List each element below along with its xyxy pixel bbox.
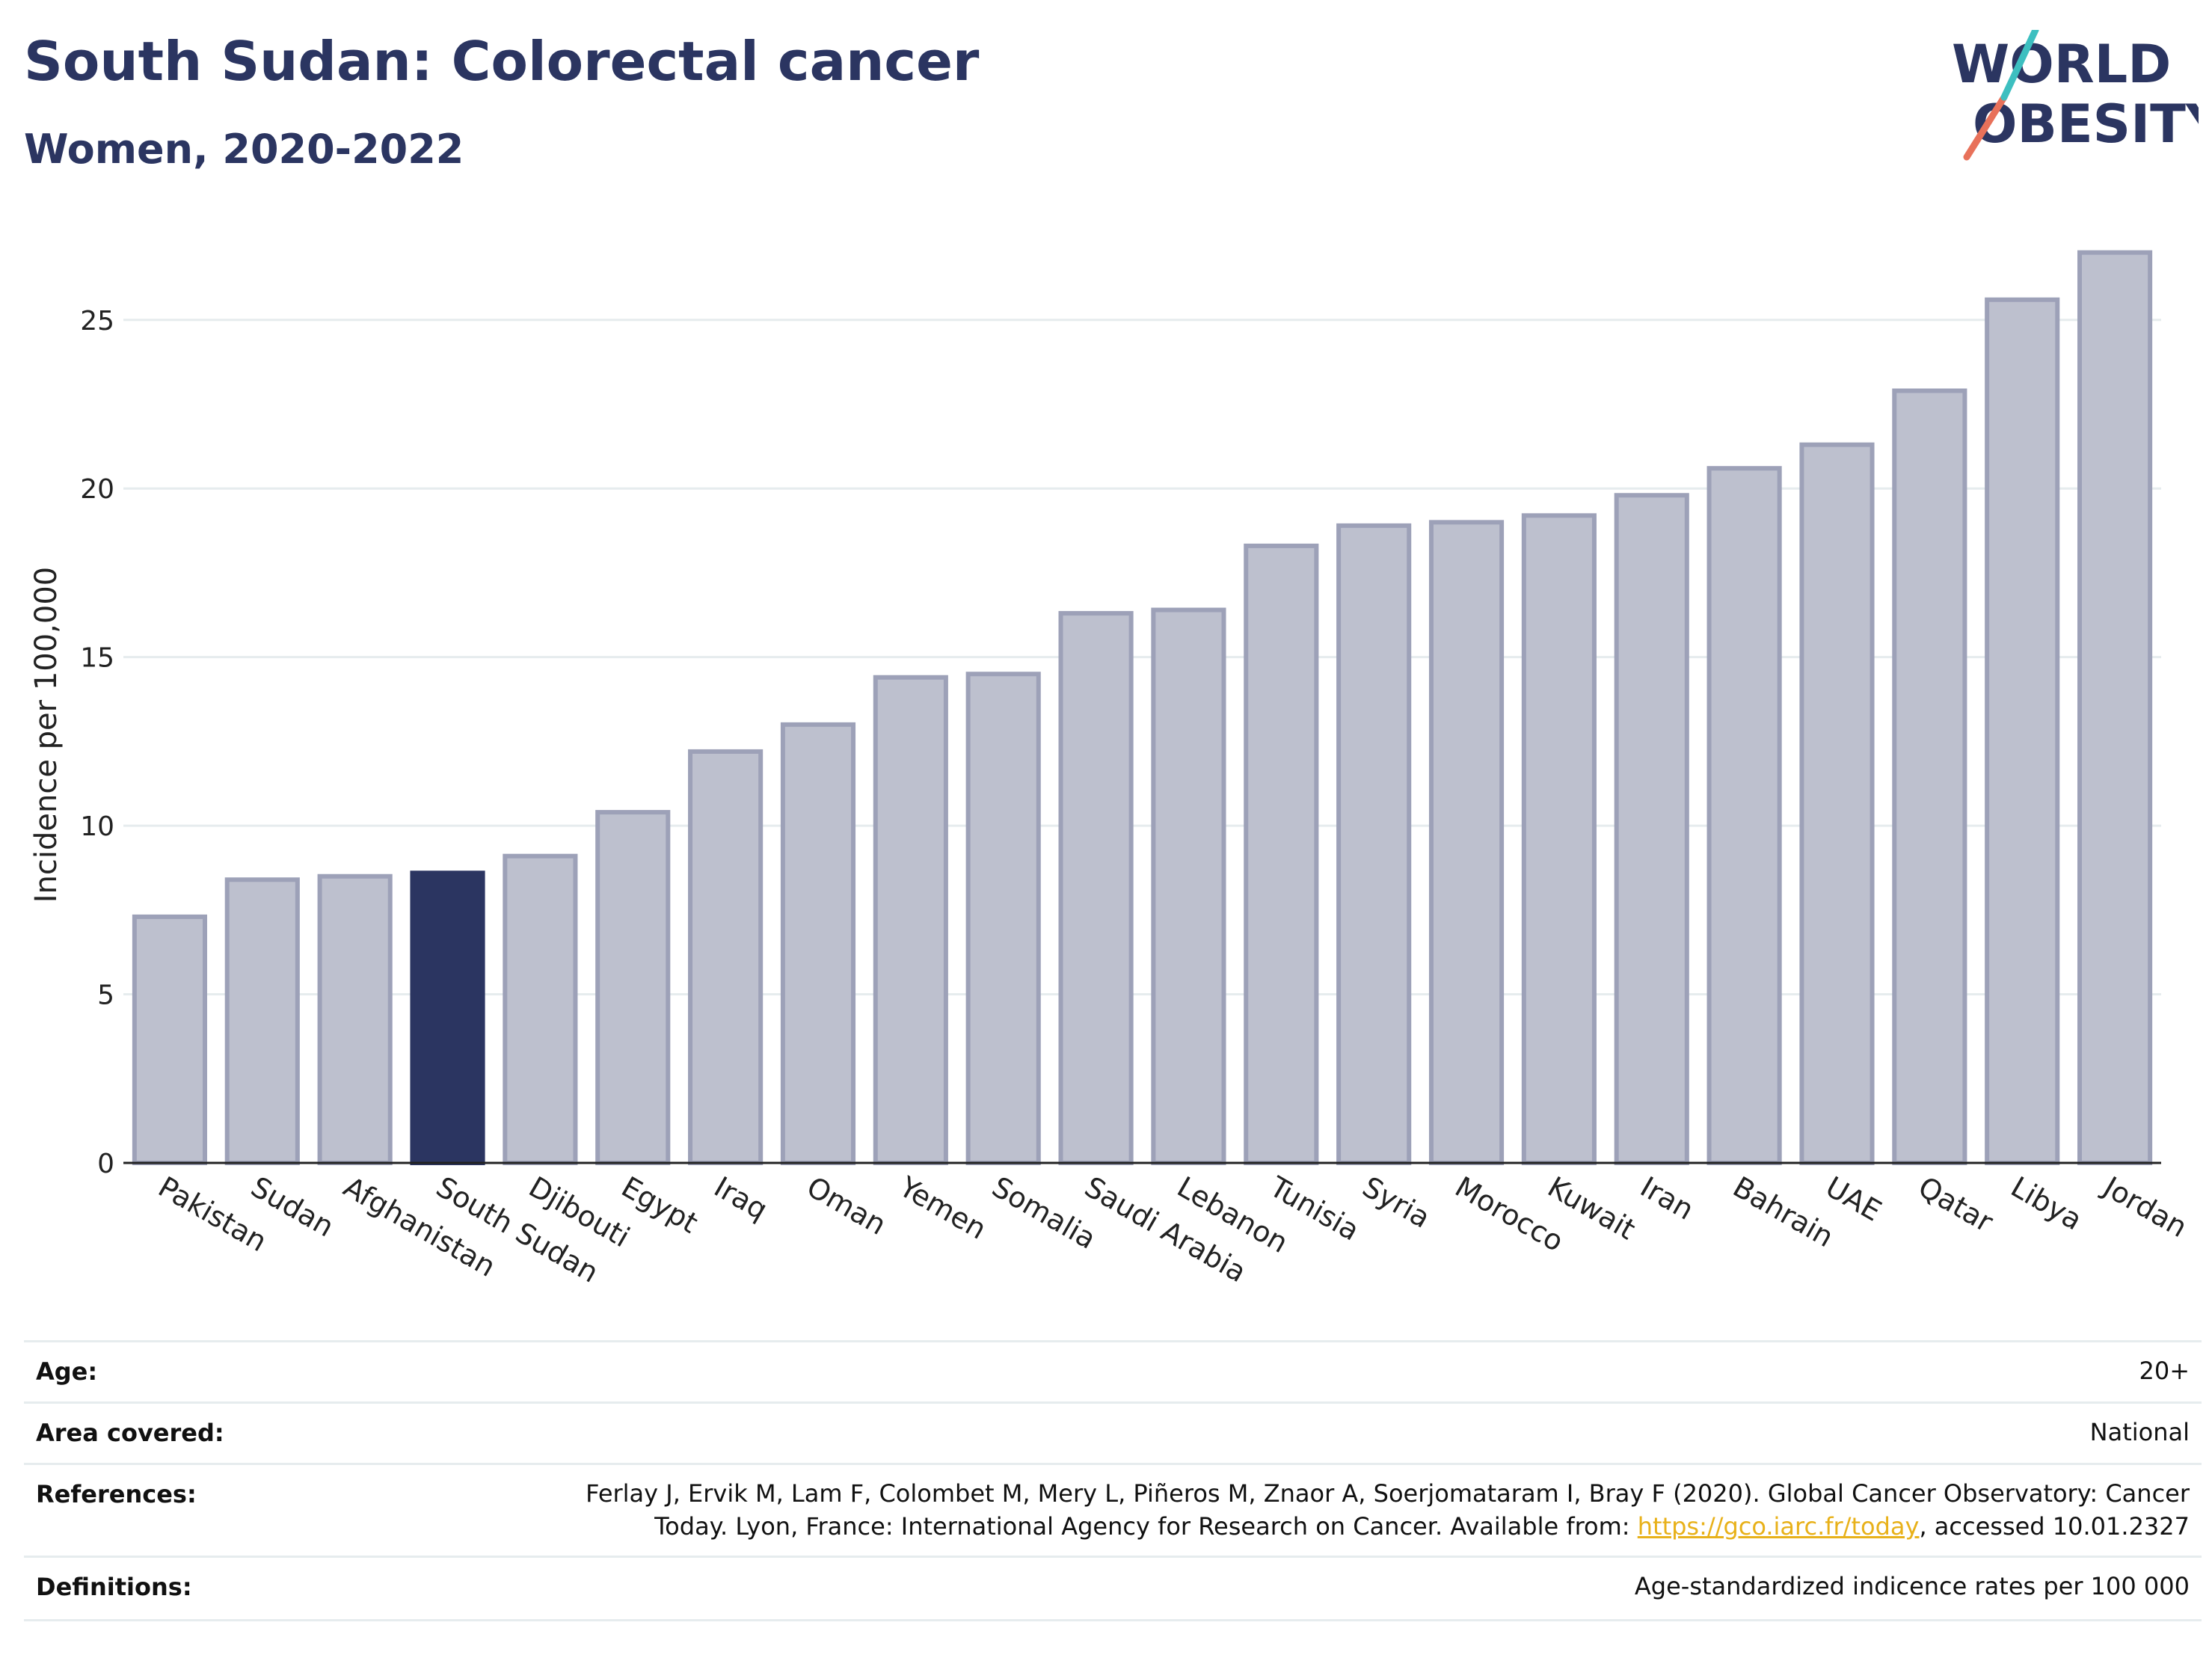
x-tick-label: Bahrain xyxy=(1727,1170,1839,1254)
bar-lebanon xyxy=(1151,607,1226,1165)
area-value: National xyxy=(2089,1418,2190,1446)
y-axis-ticks: 0 5 10 15 20 25 xyxy=(80,306,114,1179)
x-tick-label: Yemen xyxy=(893,1170,992,1246)
x-tick-label: Qatar xyxy=(1913,1170,1999,1239)
meta-row-references: References: Ferlay J, Ervik M, Lam F, Co… xyxy=(24,1463,2202,1558)
bar-syria xyxy=(1336,523,1412,1165)
bar-sudan xyxy=(224,877,300,1166)
x-tick-label: Jordan xyxy=(2097,1170,2193,1244)
age-label: Age: xyxy=(36,1357,98,1386)
x-tick-label: Libya xyxy=(2006,1170,2088,1237)
bar-uae xyxy=(1799,442,1875,1165)
logo-line1: WORLD xyxy=(1952,34,2171,95)
references-value: Ferlay J, Ervik M, Lam F, Colombet M, Me… xyxy=(586,1477,2190,1543)
bar-libya xyxy=(1985,297,2060,1165)
bar-bahrain xyxy=(1706,466,1782,1165)
meta-row-area: Area covered: National xyxy=(24,1401,2202,1465)
bar-egypt xyxy=(595,810,671,1166)
bar-saudi-arabia xyxy=(1058,611,1134,1165)
bar-somalia xyxy=(965,672,1041,1165)
chart-subtitle: Women, 2020-2022 xyxy=(24,126,464,173)
definitions-label: Definitions: xyxy=(36,1573,192,1601)
x-tick-label: Somalia xyxy=(986,1170,1102,1256)
y-tick-label: 5 xyxy=(97,980,114,1011)
age-value: 20+ xyxy=(2139,1357,2190,1385)
bar-jordan xyxy=(2077,250,2153,1165)
bar-south-sudan xyxy=(410,871,485,1165)
x-tick-label: Syria xyxy=(1357,1170,1436,1235)
bar-djibouti xyxy=(503,853,578,1166)
x-tick-label: Iran xyxy=(1635,1170,1699,1226)
x-tick-label: Oman xyxy=(801,1170,891,1241)
references-link[interactable]: https://gco.iarc.fr/today xyxy=(1637,1512,1920,1541)
bar-kuwait xyxy=(1521,513,1597,1165)
meta-row-definitions: Definitions: Age-standardized indicence … xyxy=(24,1556,2202,1621)
bar-chart: 0 5 10 15 20 25 PakistanSudanAfghanistanSouth… xyxy=(29,250,2193,1289)
chart-title: South Sudan: Colorectal cancer xyxy=(24,30,980,93)
definitions-value: Age-standardized indicence rates per 100… xyxy=(1634,1572,2190,1600)
y-tick-label: 15 xyxy=(80,643,114,674)
bar-yemen xyxy=(873,675,948,1165)
references-label: References: xyxy=(36,1480,197,1508)
x-tick-label: Iraq xyxy=(709,1170,773,1226)
references-line2: Today. Lyon, France: International Agenc… xyxy=(654,1512,2190,1541)
y-tick-label: 10 xyxy=(80,811,114,842)
bar-afghanistan xyxy=(317,873,393,1165)
bar-iraq xyxy=(688,749,764,1165)
world-obesity-logo: WORLD OBESITY xyxy=(1952,30,2199,161)
bar-qatar xyxy=(1892,388,1967,1165)
bar-pakistan xyxy=(132,914,207,1165)
bars xyxy=(132,250,2153,1166)
references-line1: Ferlay J, Ervik M, Lam F, Colombet M, Me… xyxy=(586,1479,2190,1508)
bar-morocco xyxy=(1428,520,1505,1165)
logo-line2: OBESITY xyxy=(1973,93,2199,155)
meta-row-age: Age: 20+ xyxy=(24,1340,2202,1404)
y-tick-label: 25 xyxy=(80,306,114,337)
area-label: Area covered: xyxy=(36,1419,224,1447)
y-axis-label: Incidence per 100,000 xyxy=(29,567,64,903)
metadata-table: Age: 20+ Area covered: National Referenc… xyxy=(24,1340,2202,1624)
y-tick-label: 20 xyxy=(80,474,114,505)
bar-tunisia xyxy=(1244,543,1319,1165)
bar-iran xyxy=(1614,493,1689,1165)
bar-oman xyxy=(780,722,856,1165)
y-tick-label: 0 xyxy=(97,1149,114,1179)
